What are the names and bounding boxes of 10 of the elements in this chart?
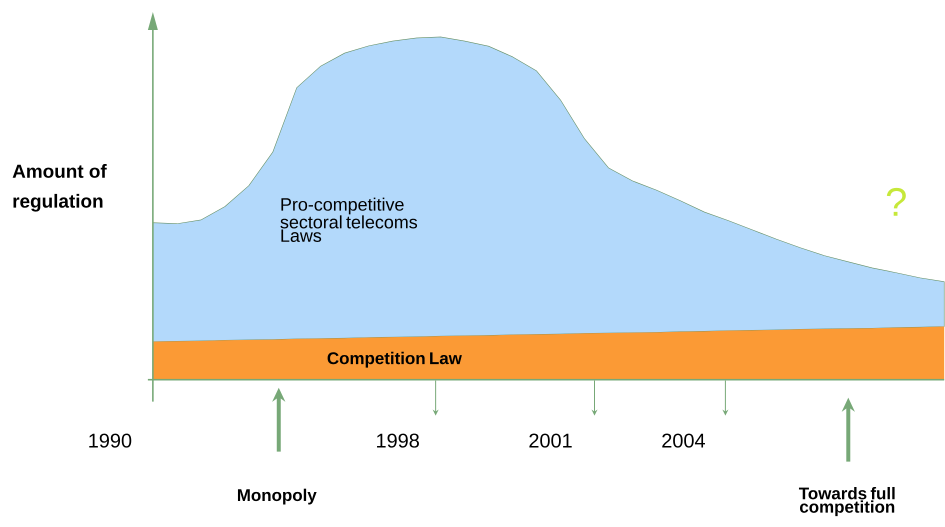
text: 2001	[529, 434, 572, 448]
y-axis-title: Amount of regulation	[12, 164, 107, 212]
text: 1990	[89, 434, 132, 448]
text: Monopoly	[238, 488, 317, 505]
text: Towards full competition	[798, 487, 895, 516]
series-label: Pro-competitive sectoral telecoms Laws	[280, 198, 418, 242]
text: 1998	[377, 434, 419, 448]
text: 2004	[662, 434, 705, 448]
annotation: ?	[886, 188, 906, 216]
series-label: Competition Law	[328, 352, 462, 368]
